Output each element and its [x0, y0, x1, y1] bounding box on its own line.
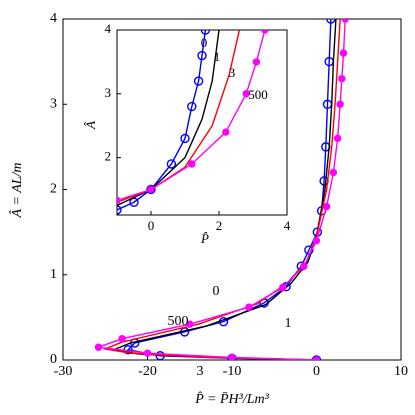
y-axis-label: Â = AL/m — [8, 162, 25, 218]
marker — [118, 334, 126, 343]
marker — [146, 184, 156, 195]
series-group — [94, 19, 349, 360]
x-axis-label: P̂ — [200, 231, 209, 246]
y-tick-label: 2 — [50, 182, 57, 197]
marker — [193, 76, 204, 86]
series-label: 1 — [285, 316, 292, 331]
marker — [222, 128, 230, 136]
marker — [129, 197, 139, 207]
y-tick-label: 0 — [50, 352, 57, 367]
marker — [187, 101, 197, 112]
marker — [252, 58, 261, 66]
marker — [147, 185, 155, 194]
marker — [166, 159, 177, 169]
series-label: 500 — [168, 314, 189, 329]
series-group — [117, 30, 269, 215]
marker — [338, 74, 346, 83]
y-tick-label: 4 — [50, 11, 57, 26]
marker — [300, 262, 308, 270]
marker — [94, 343, 103, 351]
marker — [322, 202, 331, 211]
marker — [117, 205, 122, 215]
marker — [188, 160, 196, 168]
marker — [143, 349, 152, 357]
series-line — [117, 30, 207, 211]
x-tick-label: 4 — [284, 218, 291, 233]
marker — [312, 356, 321, 360]
y-tick-label: 1 — [50, 267, 57, 282]
x-tick-label: 2 — [216, 218, 223, 233]
marker — [242, 90, 250, 98]
series-label: 3 — [229, 65, 236, 80]
x-tick-label: -10 — [223, 364, 242, 379]
x-tick-label: 10 — [394, 364, 408, 379]
x-tick-label: -20 — [138, 364, 157, 379]
marker — [336, 100, 344, 108]
marker — [326, 19, 336, 24]
y-tick-label: 4 — [105, 21, 112, 36]
marker — [341, 19, 349, 23]
x-axis-label: P̂ = P̄H³/Lm³ — [194, 391, 269, 407]
series-label: 1 — [214, 49, 221, 64]
marker — [245, 303, 253, 311]
x-tick-label: -30 — [54, 364, 73, 379]
marker — [329, 168, 338, 177]
y-tick-label: 2 — [105, 149, 112, 164]
marker — [279, 283, 287, 292]
marker — [186, 320, 194, 328]
series-label: 0 — [201, 35, 208, 50]
marker — [261, 30, 269, 34]
y-tick-label: 3 — [50, 96, 57, 111]
marker — [228, 353, 236, 360]
marker — [117, 196, 121, 205]
series-label: 0 — [213, 284, 220, 299]
marker — [200, 30, 211, 35]
x-tick-label: 0 — [313, 364, 320, 379]
y-tick-label: 3 — [105, 85, 112, 100]
y-axis-label: Â — [83, 121, 98, 130]
series-label: 500 — [248, 87, 268, 102]
series-label: 3 — [197, 364, 204, 379]
marker — [333, 134, 342, 143]
marker — [197, 50, 207, 61]
marker — [311, 355, 322, 360]
marker — [339, 49, 348, 57]
marker — [180, 133, 190, 144]
x-tick-label: 0 — [148, 218, 155, 233]
marker — [312, 236, 321, 245]
